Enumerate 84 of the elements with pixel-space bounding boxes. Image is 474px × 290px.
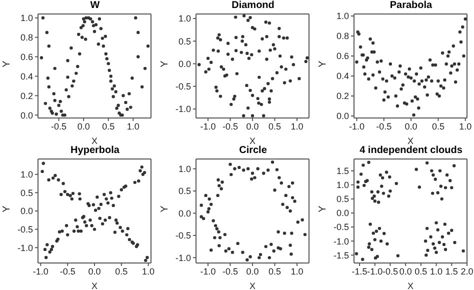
y-tick-label: 0.4 xyxy=(336,71,349,82)
x-tick-label: 1.0 xyxy=(290,121,304,132)
y-tick-label: 0.6 xyxy=(336,51,349,62)
y-tick-label: 1.0 xyxy=(178,14,191,24)
x-tick-label: 0.5 xyxy=(432,121,444,132)
y-tick-label: 0.0 xyxy=(178,208,191,218)
y-tick-label: 0.0 xyxy=(336,111,349,122)
x-axis-title: X xyxy=(249,136,256,146)
y-tick-label: -0.5 xyxy=(175,230,191,241)
y-tick-label: 0.5 xyxy=(178,186,191,196)
y-tick-label: 1.0 xyxy=(336,11,349,22)
y-tick-label: -1.0 xyxy=(333,236,349,246)
x-tick-label: 0.5 xyxy=(102,121,115,132)
x-axis-title: X xyxy=(407,281,414,290)
x-tick-label: -1.0 xyxy=(32,266,48,276)
x-tick-label: -0.5 xyxy=(376,121,392,132)
x-tick-label: 0.5 xyxy=(115,266,128,276)
x-tick-label: -1.0 xyxy=(348,121,364,132)
x-tick-label: -0.5 xyxy=(60,266,76,276)
y-axis-title: Y xyxy=(316,60,329,68)
y-tick-label: 1.0 xyxy=(20,13,33,24)
x-tick-label: 0.5 xyxy=(268,121,281,132)
y-tick-label: 0.5 xyxy=(336,194,349,204)
y-tick-label: 0.5 xyxy=(20,188,33,198)
y-tick-label: -0.5 xyxy=(17,224,33,235)
chart-title: 4 independent clouds xyxy=(358,145,464,156)
x-tick-label: 1.0 xyxy=(126,121,140,132)
y-tick-label: 0.4 xyxy=(20,71,33,82)
y-tick-label: -1.0 xyxy=(175,104,191,114)
x-tick-label: -1.5 xyxy=(352,266,368,276)
chart-title: W xyxy=(89,0,101,11)
x-tick-label: -1.0 xyxy=(367,266,383,276)
y-tick-label: -0.5 xyxy=(175,82,191,92)
y-tick-label: 1.0 xyxy=(20,170,33,180)
y-tick-label: 0.8 xyxy=(336,31,349,42)
x-tick-label: 1.5 xyxy=(445,266,458,276)
y-tick-label: -1.0 xyxy=(175,252,191,263)
y-tick-label: 0.2 xyxy=(20,90,33,101)
y-tick-label: -1.5 xyxy=(333,250,349,260)
y-axis-title: Y xyxy=(0,60,13,68)
y-tick-label: 0.2 xyxy=(336,91,349,102)
x-tick-label: 0.5 xyxy=(268,266,281,276)
x-tick-label: 0.0 xyxy=(88,266,101,276)
chart-title: Hyperbola xyxy=(70,145,120,156)
y-axis-title: Y xyxy=(316,206,329,212)
y-axis-title: Y xyxy=(158,206,171,212)
x-tick-label: 0.0 xyxy=(77,121,90,132)
x-tick-label: 0.0 xyxy=(246,121,259,132)
x-tick-label: 2.0 xyxy=(460,266,474,276)
y-tick-label: 0.0 xyxy=(20,206,33,216)
x-tick-label: 0.0 xyxy=(404,121,418,132)
x-tick-label: 1.0 xyxy=(459,121,472,132)
y-axis-title: Y xyxy=(0,206,13,212)
x-tick-label: 0.5 xyxy=(414,266,428,276)
x-axis-title: X xyxy=(407,136,414,146)
x-tick-label: 0.0 xyxy=(246,266,259,276)
y-tick-label: 0.5 xyxy=(178,36,191,46)
y-tick-label: 1.0 xyxy=(336,180,349,190)
x-tick-label: 1.0 xyxy=(290,266,304,276)
x-tick-label: -1.0 xyxy=(200,121,216,132)
chart-title: Parabola xyxy=(388,0,434,11)
y-tick-label: 0.0 xyxy=(178,58,191,69)
y-tick-label: 0.8 xyxy=(20,32,33,43)
x-tick-label: 1.0 xyxy=(142,266,155,276)
x-axis-title: X xyxy=(249,281,256,290)
x-axis-title: X xyxy=(91,281,98,290)
y-axis-title: Y xyxy=(158,60,171,68)
chart-title: Diamond xyxy=(230,0,276,11)
y-tick-label: -0.5 xyxy=(333,222,349,232)
y-tick-label: 1.5 xyxy=(336,166,349,176)
x-tick-label: -0.5 xyxy=(222,121,238,132)
y-tick-label: 0.6 xyxy=(20,52,33,62)
y-tick-label: -1.0 xyxy=(17,242,33,253)
x-tick-label: -0.5 xyxy=(382,266,398,276)
x-tick-label: -1.0 xyxy=(200,266,216,276)
y-tick-label: 0.0 xyxy=(336,208,349,218)
x-tick-label: 1.0 xyxy=(430,266,443,276)
x-tick-label: -0.5 xyxy=(51,121,67,132)
x-tick-label: 0.0 xyxy=(399,266,412,276)
x-tick-label: -0.5 xyxy=(222,266,238,276)
chart-title: Circle xyxy=(238,145,268,156)
y-tick-label: 1.0 xyxy=(178,164,191,174)
y-tick-label: 0.0 xyxy=(20,110,33,120)
x-axis-title: X xyxy=(91,136,98,146)
